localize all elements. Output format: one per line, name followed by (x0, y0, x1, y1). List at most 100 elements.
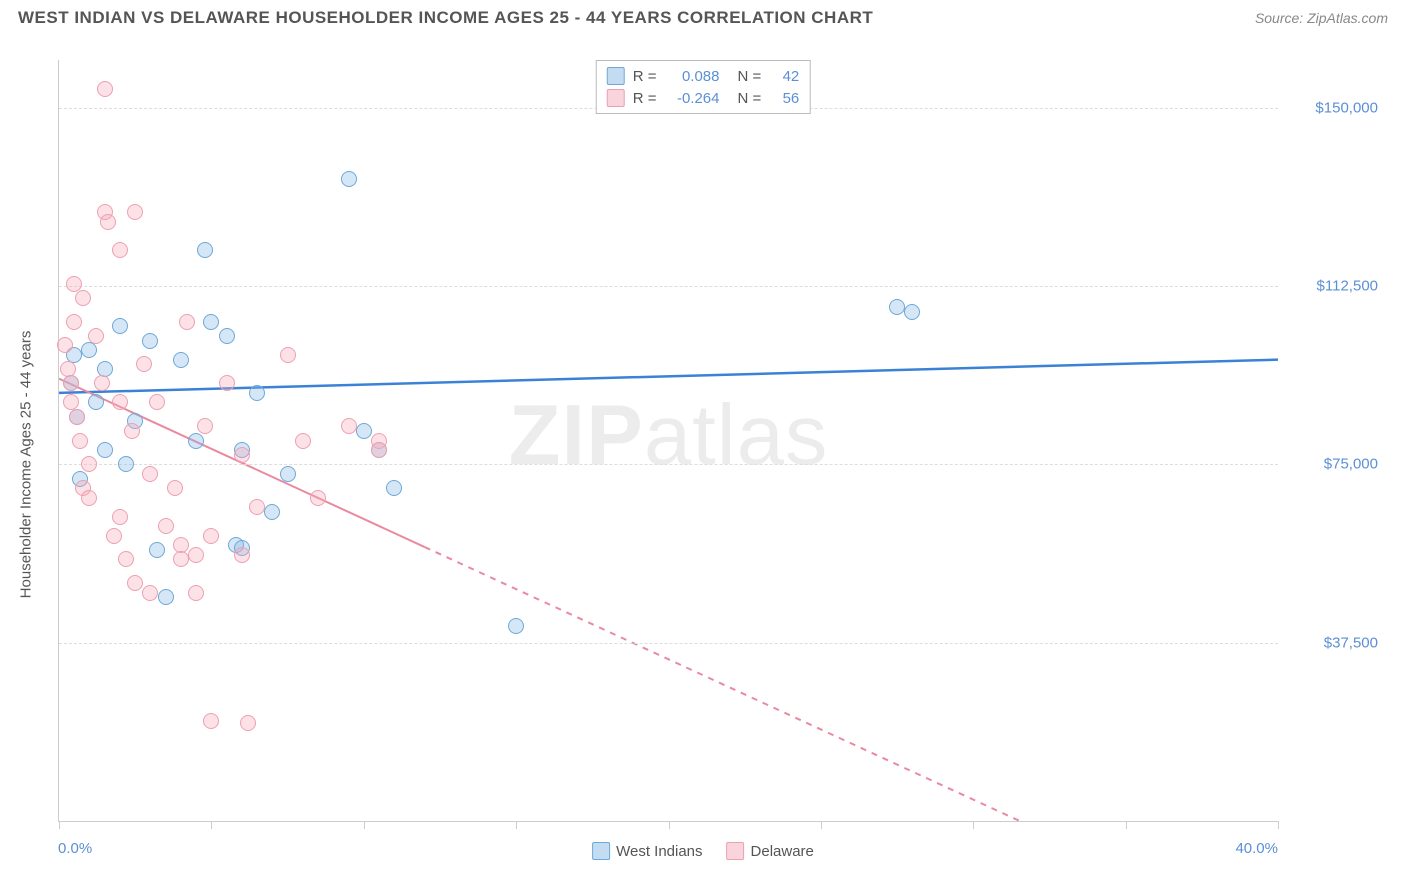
data-point (94, 375, 110, 391)
data-point (81, 342, 97, 358)
data-point (197, 418, 213, 434)
x-axis-max-label: 40.0% (1235, 840, 1278, 857)
data-point (219, 375, 235, 391)
swatch-blue (592, 842, 610, 860)
data-point (889, 299, 905, 315)
data-point (112, 318, 128, 334)
legend-item-delaware: Delaware (727, 842, 814, 860)
data-point (234, 447, 250, 463)
data-point (136, 356, 152, 372)
y-tick-label: $150,000 (1288, 99, 1378, 116)
y-axis-title: Householder Income Ages 25 - 44 years (18, 331, 35, 599)
data-point (124, 423, 140, 439)
data-point (179, 314, 195, 330)
data-point (97, 81, 113, 97)
data-point (167, 480, 183, 496)
x-tick (821, 821, 822, 829)
data-point (88, 394, 104, 410)
gridline (59, 643, 1278, 644)
y-tick-label: $75,000 (1288, 456, 1378, 473)
data-point (142, 466, 158, 482)
data-point (904, 304, 920, 320)
data-point (149, 542, 165, 558)
data-point (341, 418, 357, 434)
data-point (341, 171, 357, 187)
data-point (57, 337, 73, 353)
data-point (72, 433, 88, 449)
plot-area: ZIPatlas $37,500$75,000$112,500$150,000 (58, 60, 1278, 822)
chart-container: Householder Income Ages 25 - 44 years ZI… (18, 40, 1388, 872)
trend-lines (59, 60, 1278, 821)
data-point (106, 528, 122, 544)
data-point (295, 433, 311, 449)
data-point (66, 314, 82, 330)
data-point (63, 375, 79, 391)
data-point (100, 214, 116, 230)
data-point (69, 409, 85, 425)
series-legend: West Indians Delaware (592, 842, 814, 860)
data-point (234, 547, 250, 563)
x-tick (1278, 821, 1279, 829)
data-point (310, 490, 326, 506)
stats-row-west-indians: R = 0.088 N = 42 (607, 65, 800, 87)
chart-title: WEST INDIAN VS DELAWARE HOUSEHOLDER INCO… (18, 8, 873, 28)
data-point (127, 204, 143, 220)
x-tick (516, 821, 517, 829)
data-point (118, 456, 134, 472)
data-point (75, 290, 91, 306)
source-label: Source: ZipAtlas.com (1255, 10, 1388, 26)
data-point (280, 347, 296, 363)
data-point (158, 518, 174, 534)
stats-row-delaware: R = -0.264 N = 56 (607, 87, 800, 109)
x-tick (59, 821, 60, 829)
data-point (249, 385, 265, 401)
x-tick (1126, 821, 1127, 829)
data-point (188, 585, 204, 601)
data-point (197, 242, 213, 258)
data-point (66, 276, 82, 292)
data-point (88, 328, 104, 344)
x-tick (973, 821, 974, 829)
data-point (508, 618, 524, 634)
swatch-pink (607, 89, 625, 107)
gridline (59, 464, 1278, 465)
data-point (112, 394, 128, 410)
data-point (127, 575, 143, 591)
data-point (142, 585, 158, 601)
data-point (280, 466, 296, 482)
data-point (356, 423, 372, 439)
data-point (188, 547, 204, 563)
legend-item-west-indians: West Indians (592, 842, 702, 860)
y-tick-label: $112,500 (1288, 277, 1378, 294)
data-point (173, 551, 189, 567)
y-tick-label: $37,500 (1288, 634, 1378, 651)
stats-legend: R = 0.088 N = 42 R = -0.264 N = 56 (596, 60, 811, 114)
data-point (203, 314, 219, 330)
x-tick (211, 821, 212, 829)
header: WEST INDIAN VS DELAWARE HOUSEHOLDER INCO… (0, 0, 1406, 36)
data-point (219, 328, 235, 344)
x-tick (364, 821, 365, 829)
data-point (158, 589, 174, 605)
data-point (240, 715, 256, 731)
swatch-pink (727, 842, 745, 860)
data-point (203, 713, 219, 729)
data-point (203, 528, 219, 544)
data-point (81, 456, 97, 472)
watermark: ZIPatlas (509, 387, 829, 485)
data-point (249, 499, 265, 515)
data-point (112, 242, 128, 258)
gridline (59, 286, 1278, 287)
data-point (386, 480, 402, 496)
data-point (149, 394, 165, 410)
x-tick (669, 821, 670, 829)
data-point (112, 509, 128, 525)
data-point (264, 504, 280, 520)
data-point (188, 433, 204, 449)
data-point (118, 551, 134, 567)
data-point (81, 490, 97, 506)
data-point (371, 442, 387, 458)
x-axis-min-label: 0.0% (58, 840, 92, 857)
data-point (173, 352, 189, 368)
data-point (142, 333, 158, 349)
